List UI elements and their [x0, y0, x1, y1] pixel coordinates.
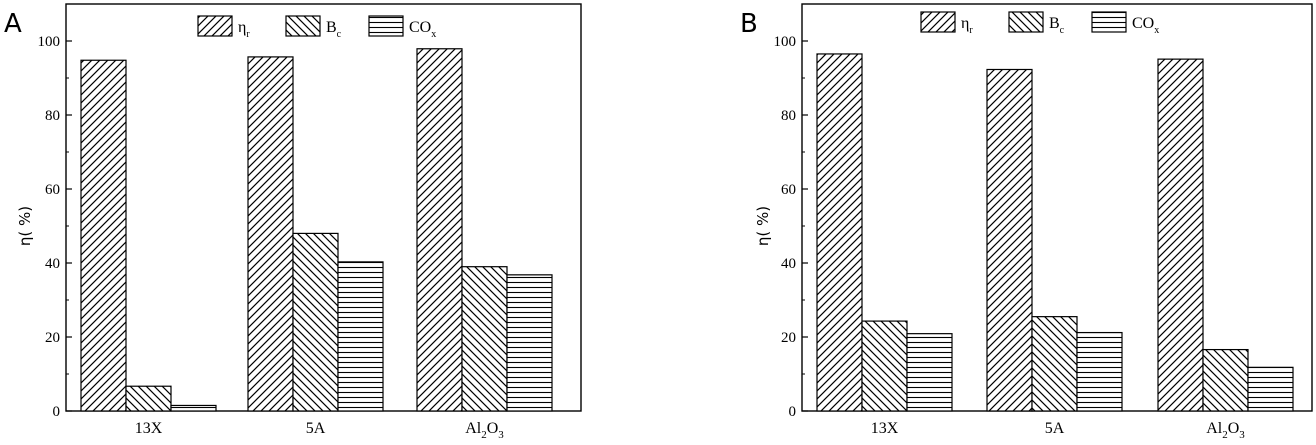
- legend-label: Bc: [1049, 15, 1065, 36]
- x-category-label: 13X: [871, 420, 899, 437]
- bar-diag-left-2: [1202, 348, 1249, 412]
- legend-label: Bc: [326, 19, 342, 40]
- bar-diag-left-0: [861, 320, 908, 412]
- legend-swatch: [368, 15, 404, 37]
- bar-horizontal-2: [1247, 366, 1294, 412]
- bar-diag-right-0: [80, 59, 127, 412]
- bar-horizontal-1: [1076, 331, 1123, 412]
- y-tick-label: 80: [45, 108, 60, 124]
- legend-swatch: [285, 15, 321, 37]
- y-tick-label: 40: [45, 256, 60, 272]
- x-category-label: 5A: [306, 420, 326, 437]
- x-category-label: 5A: [1045, 420, 1065, 437]
- legend-label: COx: [1132, 15, 1159, 36]
- legend-swatch: [1091, 11, 1127, 33]
- bars-a: [80, 48, 553, 412]
- y-tick-label: 100: [38, 34, 61, 50]
- bar-diag-left-1: [1031, 316, 1078, 412]
- bar-diag-right-2: [1157, 58, 1204, 412]
- chart-panel-b: B η( %) 0 20 40 60 80 100 13X 5A Al2O3 ηr Bc COx: [740, 3, 1313, 441]
- y-tick-label: 20: [45, 330, 60, 346]
- axes-a: 0 20 40 60 80 100 13X 5A Al2O3: [38, 34, 505, 441]
- y-axis-label-a: η( %): [16, 206, 34, 246]
- legend-swatch: [1008, 11, 1044, 33]
- legend-label: ηr: [238, 19, 250, 40]
- bar-horizontal-0: [170, 404, 217, 412]
- bar-diag-right-2: [416, 48, 463, 412]
- bar-diag-left-2: [461, 266, 508, 412]
- panel-label-a: A: [4, 9, 22, 39]
- x-category-label: 13X: [135, 420, 163, 437]
- bar-diag-right-0: [816, 53, 863, 412]
- y-tick-label: 0: [789, 404, 797, 420]
- x-category-label: Al2O3: [465, 420, 504, 441]
- y-tick-label: 0: [53, 404, 61, 420]
- legend-b: ηr Bc COx: [920, 11, 1159, 36]
- bar-diag-right-1: [247, 56, 294, 412]
- y-tick-label: 40: [781, 256, 796, 272]
- y-tick-label: 20: [781, 330, 796, 346]
- bar-diag-left-1: [292, 232, 339, 412]
- legend-label: ηr: [961, 15, 973, 36]
- y-tick-label: 80: [781, 108, 796, 124]
- y-tick-label: 60: [45, 182, 60, 198]
- y-tick-label: 60: [781, 182, 796, 198]
- panel-label-b: B: [740, 9, 758, 39]
- legend-swatch: [920, 11, 956, 33]
- y-tick-label: 100: [774, 34, 797, 50]
- legend-a: ηr Bc COx: [197, 15, 436, 40]
- bars-b: [816, 53, 1294, 412]
- legend-label: COx: [409, 19, 436, 40]
- legend-swatch: [197, 15, 233, 37]
- bar-diag-left-0: [125, 385, 172, 412]
- y-axis-label-b: η( %): [754, 206, 772, 246]
- x-category-label: Al2O3: [1206, 420, 1245, 441]
- bar-horizontal-1: [337, 261, 384, 412]
- bar-horizontal-0: [906, 333, 953, 412]
- bar-horizontal-2: [506, 274, 553, 412]
- chart-panel-a: A η( %) 0 20 40 60 80 100 13X 5A Al2O3 ηr Bc COx: [4, 3, 582, 441]
- bar-diag-right-1: [986, 68, 1033, 412]
- axes-b: 0 20 40 60 80 100 13X 5A Al2O3: [774, 34, 1246, 441]
